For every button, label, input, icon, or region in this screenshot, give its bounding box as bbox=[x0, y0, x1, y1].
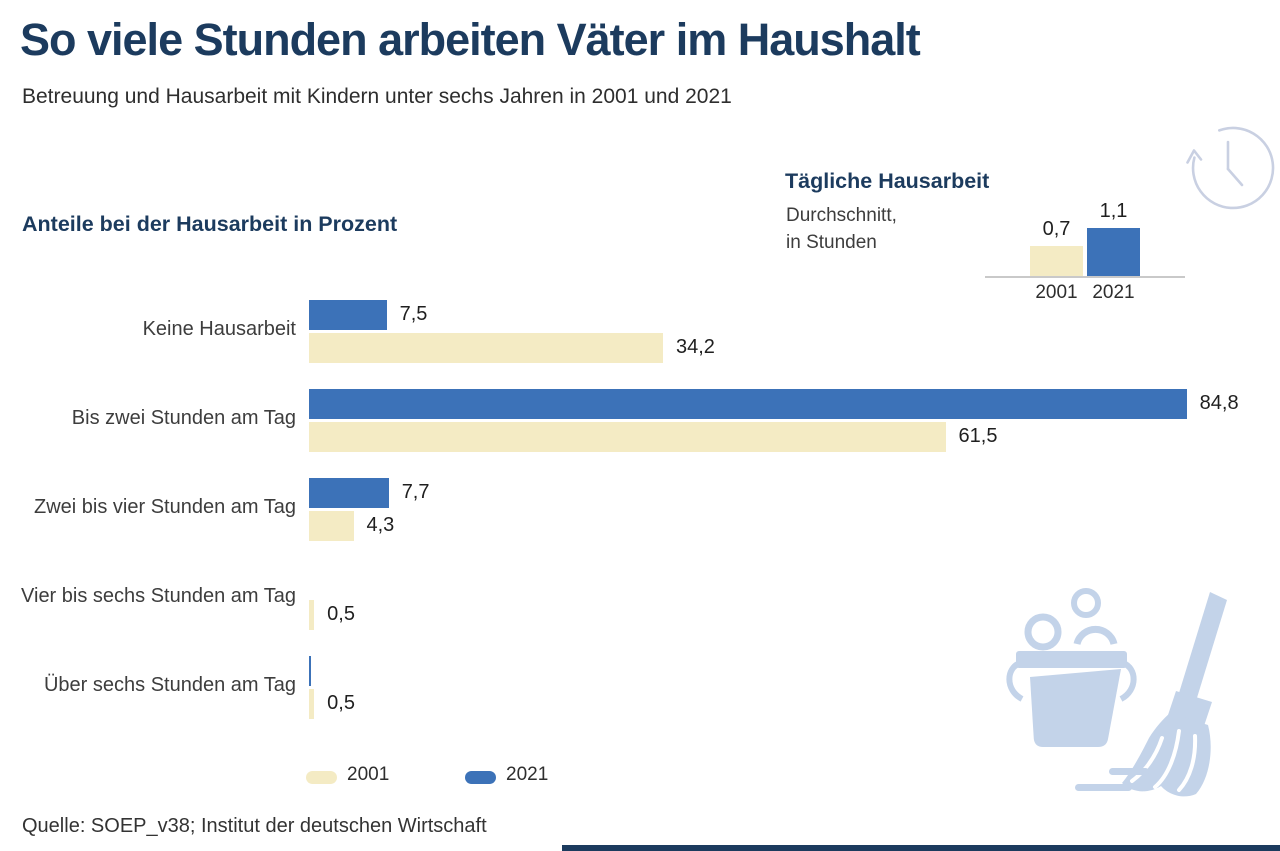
bar-2021 bbox=[309, 656, 311, 686]
value-label-2021: 7,7 bbox=[401, 481, 430, 503]
category-label: Vier bis sechs Stunden am Tag bbox=[21, 585, 296, 607]
mini-axis-label: 2001 bbox=[1035, 282, 1078, 303]
page-subtitle: Betreuung und Hausarbeit mit Kindern unt… bbox=[22, 85, 732, 108]
mini-axis-label: 2021 bbox=[1092, 282, 1135, 303]
value-label-2001: 61,5 bbox=[958, 425, 998, 447]
bar-2021 bbox=[309, 300, 387, 330]
legend-label-2001: 2001 bbox=[347, 764, 390, 785]
bottom-accent-bar bbox=[562, 845, 1280, 851]
mini-chart-title: Tägliche Hausarbeit bbox=[785, 169, 990, 193]
mini-chart-subtitle: Durchschnitt, in Stunden bbox=[786, 202, 897, 256]
legend-swatch-2001 bbox=[306, 771, 337, 784]
mini-bar-2001 bbox=[1030, 245, 1083, 276]
mini-value-label: 0,7 bbox=[1042, 217, 1071, 240]
page-title: So viele Stunden arbeiten Väter im Haush… bbox=[20, 14, 921, 65]
value-label-2001: 0,5 bbox=[327, 603, 355, 625]
mini-value-label: 1,1 bbox=[1099, 200, 1128, 223]
bar-2021 bbox=[309, 389, 1187, 419]
value-label-2001: 34,2 bbox=[675, 336, 715, 358]
mini-chart-subtitle-line1: Durchschnitt, bbox=[786, 205, 897, 226]
source-note: Quelle: SOEP_v38; Institut der deutschen… bbox=[22, 815, 487, 837]
category-label: Über sechs Stunden am Tag bbox=[43, 674, 296, 696]
main-chart-heading: Anteile bei der Hausarbeit in Prozent bbox=[22, 212, 398, 236]
bucket-and-mop-illustration bbox=[1006, 588, 1227, 797]
bar-2001 bbox=[309, 689, 315, 719]
legend-label-2021: 2021 bbox=[506, 764, 549, 785]
mop-icon bbox=[1075, 592, 1227, 797]
value-label-2001: 0,5 bbox=[327, 692, 355, 714]
mini-chart-subtitle-line2: in Stunden bbox=[786, 232, 877, 253]
category-label: Zwei bis vier Stunden am Tag bbox=[34, 496, 296, 518]
legend-swatch-2021 bbox=[465, 771, 496, 784]
bar-2001 bbox=[309, 511, 354, 541]
mini-chart-axis bbox=[985, 276, 1185, 278]
bar-2021 bbox=[309, 478, 389, 508]
category-label: Keine Hausarbeit bbox=[142, 318, 296, 340]
bubbles-icon bbox=[1024, 588, 1118, 651]
bar-2001 bbox=[309, 333, 663, 363]
value-label-2001: 4,3 bbox=[366, 514, 395, 536]
value-label-2021: 84,8 bbox=[1199, 392, 1239, 414]
clock-history-icon bbox=[1186, 126, 1275, 210]
category-label: Bis zwei Stunden am Tag bbox=[71, 407, 296, 429]
value-label-2021: 7,5 bbox=[399, 303, 428, 325]
bar-2001 bbox=[309, 600, 315, 630]
bar-2001 bbox=[309, 422, 946, 452]
mini-bar-2021 bbox=[1087, 228, 1140, 276]
bucket-icon bbox=[1006, 651, 1137, 747]
